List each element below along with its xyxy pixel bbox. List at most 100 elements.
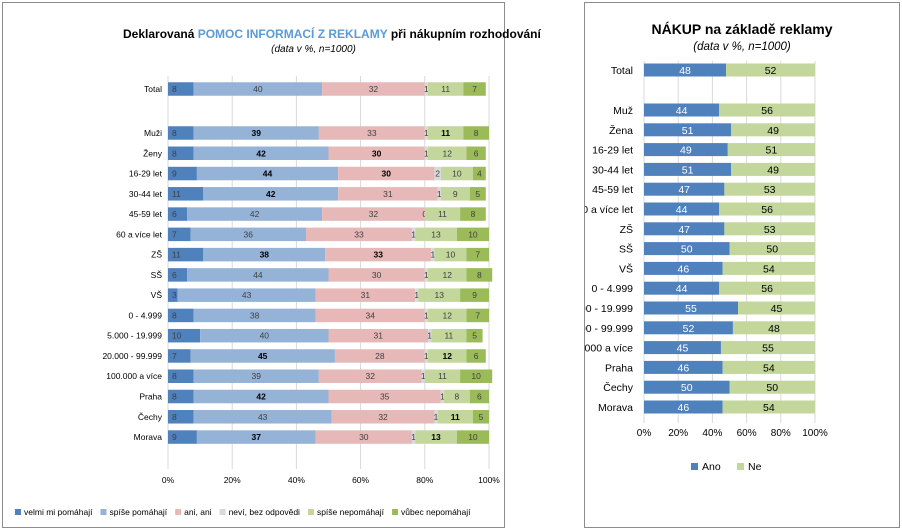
- right-bar-segment: [724, 182, 815, 196]
- left-bar-segment: [456, 430, 489, 444]
- right-data-label: 54: [763, 362, 775, 374]
- left-data-label: 5: [479, 412, 484, 422]
- left-bar-segment: [424, 207, 461, 221]
- left-data-label: 40: [260, 331, 270, 341]
- right-bar-segment: [644, 63, 727, 77]
- left-x-tick-label: 60%: [352, 475, 369, 485]
- right-bar-segment: [644, 242, 730, 256]
- right-bar-segment: [644, 162, 732, 176]
- right-category-label: 20.000 - 99.999: [585, 323, 633, 335]
- left-data-label: 3: [172, 290, 177, 300]
- right-data-label: 51: [682, 164, 694, 176]
- left-bar-segment: [437, 410, 473, 424]
- left-data-label: 39: [252, 128, 262, 138]
- left-x-tick-label: 20%: [224, 475, 241, 485]
- right-data-label: 47: [678, 184, 690, 196]
- left-data-label: 32: [369, 84, 379, 94]
- left-bar-segment: [328, 389, 441, 404]
- left-data-label: 33: [374, 250, 384, 260]
- right-data-label: 48: [679, 65, 691, 77]
- left-bar-segment: [315, 430, 412, 444]
- left-data-label: 9: [172, 432, 177, 442]
- right-data-label: 46: [677, 263, 689, 275]
- left-data-label: 8: [172, 392, 177, 402]
- left-data-label: 8: [172, 371, 177, 381]
- right-data-label: 45: [677, 343, 689, 355]
- left-data-label: 1: [434, 412, 439, 422]
- left-data-label: 30: [372, 148, 382, 158]
- right-data-label: 46: [677, 402, 689, 414]
- left-chart-subtitle: (data v %, n=1000): [271, 44, 356, 55]
- left-data-label: 38: [250, 310, 260, 320]
- right-bar-segment: [719, 281, 815, 295]
- right-bar-segment: [727, 143, 815, 157]
- left-data-label: 1: [424, 84, 429, 94]
- left-bar-segment: [328, 268, 425, 282]
- right-bar-segment: [644, 341, 721, 355]
- left-bar-segment: [322, 82, 425, 96]
- left-data-label: 45: [258, 351, 268, 361]
- left-bar-segment: [168, 126, 194, 140]
- right-data-label: 44: [676, 283, 688, 295]
- left-bar-segment: [315, 288, 416, 302]
- left-data-label: 7: [172, 351, 177, 361]
- right-bar-segment: [644, 182, 725, 196]
- left-bar-segment: [469, 389, 489, 404]
- left-bar-segment: [472, 166, 486, 181]
- left-bar-segment: [322, 207, 425, 221]
- left-data-label: 10: [471, 371, 481, 381]
- left-category-label: 45-59 let: [129, 209, 163, 219]
- right-x-tick-label: 0%: [637, 428, 652, 439]
- left-data-label: 5: [475, 189, 480, 199]
- left-data-label: 42: [250, 209, 260, 219]
- left-category-label: SŠ: [151, 270, 163, 280]
- left-data-label: 13: [435, 290, 445, 300]
- right-category-label: ZŠ: [620, 223, 633, 236]
- right-data-label: 55: [762, 343, 774, 355]
- right-bar-segment: [644, 281, 720, 295]
- left-data-label: 1: [437, 189, 442, 199]
- left-bar-segment: [168, 328, 201, 343]
- right-bar-segment: [729, 242, 815, 256]
- left-category-label: 30-44 let: [129, 189, 163, 199]
- left-bar-segment: [193, 389, 329, 404]
- left-data-label: 8: [477, 270, 482, 280]
- left-bar-segment: [190, 227, 307, 242]
- left-bar-segment: [168, 349, 191, 363]
- left-bar-segment: [440, 187, 470, 201]
- right-bar-segment: [644, 380, 730, 394]
- left-data-label: 33: [354, 229, 364, 239]
- left-legend-swatch: [392, 509, 399, 515]
- left-bar-segment: [428, 328, 432, 343]
- left-data-label: 1: [424, 351, 429, 361]
- left-data-label: 9: [472, 290, 477, 300]
- left-bar-segment: [421, 369, 425, 383]
- right-bar-segment: [644, 261, 723, 275]
- right-bar-segment: [722, 360, 815, 374]
- left-data-label: 7: [472, 84, 477, 94]
- right-data-label: 48: [768, 323, 780, 335]
- right-data-label: 54: [763, 263, 775, 275]
- left-category-label: VŠ: [151, 290, 163, 300]
- left-data-label: 11: [438, 209, 447, 219]
- left-data-label: 8: [474, 128, 479, 138]
- right-bar-segment: [644, 202, 720, 216]
- left-bar-segment: [460, 369, 493, 383]
- left-data-label: 6: [172, 209, 177, 219]
- right-bar-segment: [644, 360, 723, 374]
- right-category-label: 100.000 a více: [585, 343, 633, 355]
- left-data-label: 1: [424, 310, 429, 320]
- left-bar-segment: [418, 288, 461, 302]
- left-bar-segment: [411, 430, 416, 444]
- left-bar-segment: [203, 187, 339, 201]
- right-data-label: 56: [761, 283, 773, 295]
- left-x-tick-label: 80%: [416, 475, 433, 485]
- left-bar-segment: [193, 410, 332, 424]
- left-data-label: 10: [452, 169, 462, 179]
- left-data-label: 8: [172, 412, 177, 422]
- left-data-label: 43: [258, 412, 268, 422]
- left-bar-segment: [411, 227, 416, 242]
- left-bar-segment: [424, 146, 429, 161]
- left-data-label: 38: [260, 250, 270, 260]
- left-legend-swatch: [219, 509, 226, 515]
